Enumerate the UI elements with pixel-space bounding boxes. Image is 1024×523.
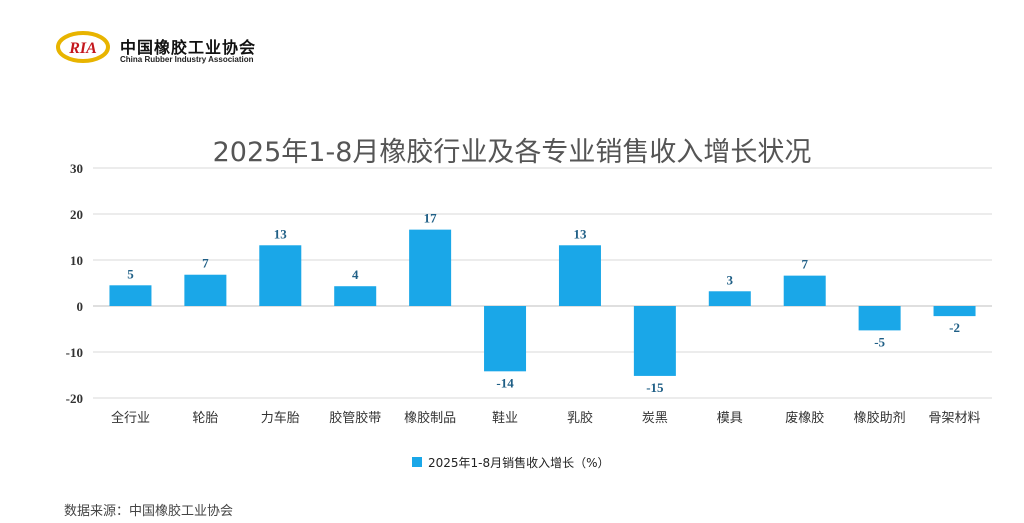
data-label: 13: [573, 226, 587, 241]
bar: [858, 306, 901, 331]
y-tick-label: -20: [66, 391, 83, 406]
chart-title: 2025年1-8月橡胶行业及各专业销售收入增长状况: [212, 137, 812, 168]
y-tick-label: 20: [70, 207, 83, 222]
x-tick-label: 鞋业: [492, 410, 518, 426]
y-tick-label: -10: [66, 345, 83, 360]
bar: [933, 306, 976, 317]
bar: [708, 291, 751, 306]
data-label: 7: [801, 257, 808, 272]
data-label: -15: [646, 380, 664, 395]
legend-label: 2025年1-8月销售收入增长（%）: [428, 455, 610, 470]
data-label: 17: [424, 211, 438, 226]
x-tick-label: 乳胶: [567, 410, 593, 426]
bar: [109, 285, 152, 306]
x-tick-label: 轮胎: [192, 411, 218, 426]
x-tick-label: 炭黑: [642, 411, 668, 426]
x-tick-label: 骨架材料: [929, 411, 981, 426]
data-label: -14: [496, 375, 514, 390]
data-label: 4: [352, 267, 359, 282]
legend-swatch: [412, 457, 422, 467]
data-label: -5: [874, 334, 885, 349]
data-label: 7: [202, 256, 209, 271]
bar: [633, 306, 676, 376]
bar: [259, 245, 302, 306]
x-tick-label: 胶管胶带: [329, 410, 381, 426]
x-tick-label: 模具: [717, 411, 743, 426]
association-logo: RIA: [56, 31, 110, 63]
x-tick-label: 橡胶助剂: [854, 410, 906, 426]
org-name-cn: 中国橡胶工业协会: [120, 38, 257, 57]
x-tick-label: 全行业: [111, 410, 150, 426]
data-label: 13: [274, 226, 288, 241]
org-name-en: China Rubber Industry Association: [120, 55, 254, 64]
x-tick-label: 废橡胶: [785, 410, 824, 426]
bar: [558, 245, 601, 306]
logo-text: RIA: [68, 40, 97, 57]
data-label: 5: [127, 266, 134, 281]
bar: [409, 229, 452, 306]
bar: [334, 286, 377, 306]
y-tick-label: 10: [70, 253, 83, 268]
data-source: 数据来源：中国橡胶工业协会: [64, 504, 234, 519]
bar: [783, 275, 826, 306]
data-label: 3: [727, 272, 734, 287]
bar: [484, 306, 527, 372]
x-tick-label: 橡胶制品: [404, 410, 456, 426]
data-label: -2: [949, 320, 960, 335]
x-tick-label: 力车胎: [261, 410, 300, 426]
y-tick-label: 0: [77, 299, 84, 314]
bar: [184, 274, 227, 306]
y-tick-label: 30: [70, 161, 83, 176]
